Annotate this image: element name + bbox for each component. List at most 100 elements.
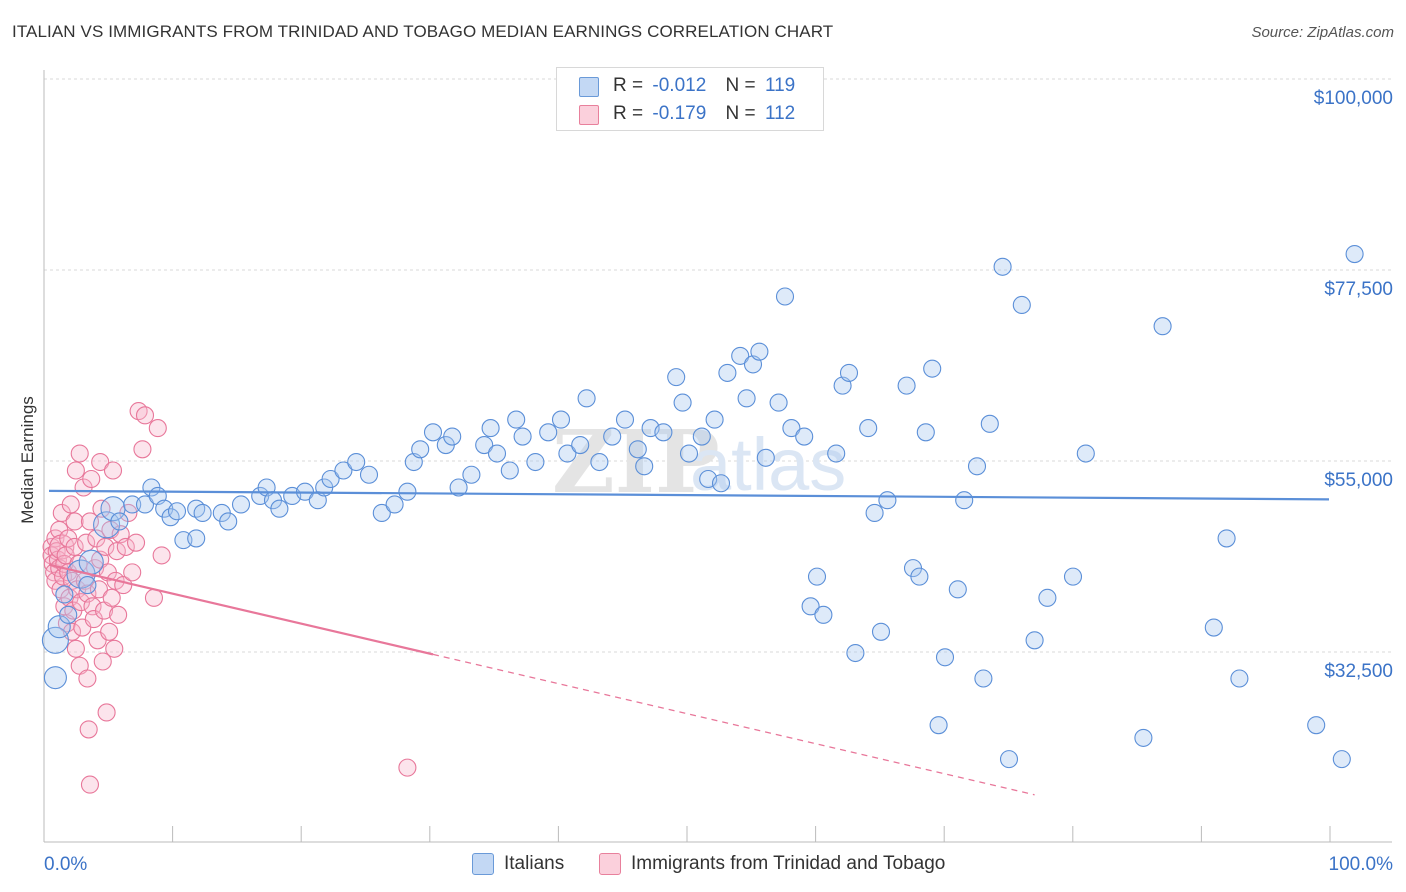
italian-point [839,363,859,382]
italian-point [910,567,929,586]
series-italians-points [41,244,1364,769]
trinidad-point [126,533,146,552]
italian-point [1230,669,1249,688]
italian-point [692,427,711,446]
italian-point [1345,244,1364,264]
trinidad-point [91,452,110,472]
italian-point [443,427,462,446]
italian-point [711,474,731,493]
legend-n-value: 119 [764,75,796,96]
italian-point [347,452,366,472]
trend-line-trinidad-dashed [432,653,1035,796]
trinidad-point [65,537,84,556]
italian-point [807,567,827,586]
italian-point [551,410,571,429]
italian-point [955,491,974,510]
italian-point [756,448,775,467]
legend-n-label: N = [725,75,756,96]
italian-point [1025,631,1044,650]
italian-point [667,368,686,387]
italian-point [41,626,69,654]
italian-point [999,750,1019,769]
legend-r-label: R = [613,103,644,124]
italian-point [359,465,379,484]
italian-point [219,512,238,531]
y-tick-label: $55,000 [1324,470,1393,491]
italian-point [513,427,532,446]
italian-point [718,363,737,382]
italian-point [814,605,833,624]
legend-swatch-italians [579,77,599,97]
trinidad-point [96,537,115,556]
trinidad-point [100,622,119,641]
trinidad-point [116,537,135,556]
y-tick-label: $100,000 [1314,88,1393,109]
y-tick-label: $77,500 [1324,279,1393,300]
italian-point [193,503,212,523]
italian-point [526,452,545,472]
italian-point [635,457,654,476]
italian-point [980,414,999,433]
legend-n-label: N = [725,103,756,124]
trinidad-point [105,639,124,658]
trend-line-trinidad-solid [48,563,434,656]
trinidad-point [82,469,101,489]
italian-point [187,529,206,548]
italian-point [750,342,769,361]
trinidad-point [93,652,112,671]
italian-point [916,423,935,442]
legend-r-value: -0.012 [652,75,707,96]
italian-point [782,419,801,438]
italian-point [1217,529,1236,548]
italian-point [628,440,647,459]
italian-point [372,503,391,523]
trinidad-point [78,669,97,688]
trinidad-point [97,703,116,722]
italian-point [231,495,251,514]
italian-point [462,465,481,484]
italian-point [1332,750,1351,769]
bottom-legend-swatch-italians [472,853,494,875]
italian-point [449,478,468,497]
trend-line-italians [48,489,1330,501]
axes [43,70,1392,843]
italian-point [795,427,814,446]
trend-lines [48,489,1330,796]
trinidad-point [65,512,84,531]
trinidad-point [103,461,123,480]
italian-point [897,376,916,395]
legend-swatch-trinidad [579,105,599,125]
italian-point [475,435,494,455]
italian-point [775,287,795,306]
trinidad-point [80,512,100,531]
trinidad-point [70,444,89,463]
italian-point [398,482,417,501]
italian-point [859,419,878,438]
bottom-legend-label-italians: Italians [504,853,565,874]
trinidad-point [66,639,85,658]
italian-point [993,257,1012,276]
trinidad-point [49,534,75,560]
legend-r-value: -0.179 [652,103,707,124]
italian-point [1204,618,1223,637]
legend-n-value: 112 [764,103,796,124]
italian-point [871,622,891,641]
axis-labels: $100,000 $77,500 $55,000 $32,500 0.0% 100.0% [44,88,1393,875]
x-tick-label-min: 0.0% [44,854,87,875]
trinidad-point [123,563,142,582]
trinidad-point [79,720,98,739]
italian-point [878,491,897,510]
gridlines [44,78,1392,653]
italian-point [801,597,820,616]
trinidad-point [144,588,164,607]
trinidad-point [135,406,155,425]
italian-point [923,359,942,378]
italian-point [558,444,577,463]
trinidad-point [398,758,417,777]
chart-title: ITALIAN VS IMMIGRANTS FROM TRINIDAD AND … [12,22,834,41]
italian-point [673,393,692,412]
trinidad-point [66,461,85,480]
trinidad-point [152,546,171,565]
correlation-legend: R = -0.012 N = 119 R = -0.179 N = 112 [556,67,824,131]
